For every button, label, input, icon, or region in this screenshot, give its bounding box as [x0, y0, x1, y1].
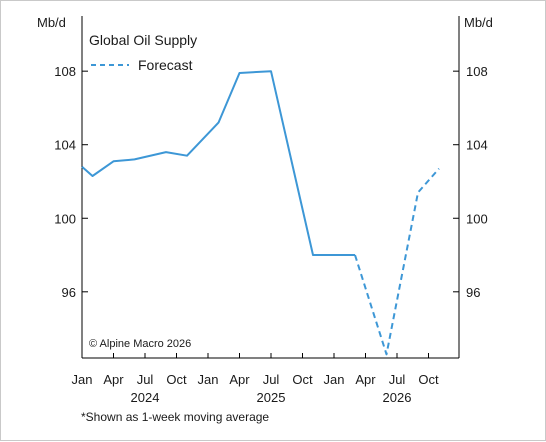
x-month-label: Apr: [103, 372, 124, 387]
x-month-label: Jan: [72, 372, 93, 387]
y-tick-label-right: 108: [466, 64, 488, 79]
x-month-label: Jan: [198, 372, 219, 387]
x-year-label: 2024: [131, 390, 160, 405]
source-label: © Alpine Macro 2026: [89, 338, 191, 350]
left-unit-label: Mb/d: [37, 15, 66, 30]
y-tick-label-left: 96: [62, 285, 76, 300]
footnote: *Shown as 1-week moving average: [81, 410, 269, 424]
x-month-label: Oct: [292, 372, 313, 387]
x-month-label: Jul: [263, 372, 280, 387]
x-month-label: Jan: [324, 372, 345, 387]
x-month-label: Jul: [137, 372, 154, 387]
actual-series-line: [81, 70, 355, 256]
y-tick-label-right: 100: [466, 211, 488, 226]
y-tick-label-left: 100: [54, 211, 76, 226]
x-month-label: Oct: [418, 372, 439, 387]
x-month-label: Jul: [389, 372, 406, 387]
y-tick-label-right: 104: [466, 138, 488, 153]
y-tick-label-left: 108: [54, 64, 76, 79]
x-year-label: 2025: [257, 390, 286, 405]
right-unit-label: Mb/d: [464, 15, 493, 30]
y-tick-label-left: 104: [54, 138, 76, 153]
forecast-series-line: [354, 167, 440, 356]
x-month-label: Apr: [355, 372, 376, 387]
x-month-label: Oct: [166, 372, 187, 387]
x-year-label: 2026: [383, 390, 412, 405]
chart-title: Global Oil Supply: [89, 32, 197, 48]
legend-forecast-label: Forecast: [138, 57, 193, 73]
x-month-label: Apr: [229, 372, 250, 387]
y-tick-label-right: 96: [466, 285, 480, 300]
